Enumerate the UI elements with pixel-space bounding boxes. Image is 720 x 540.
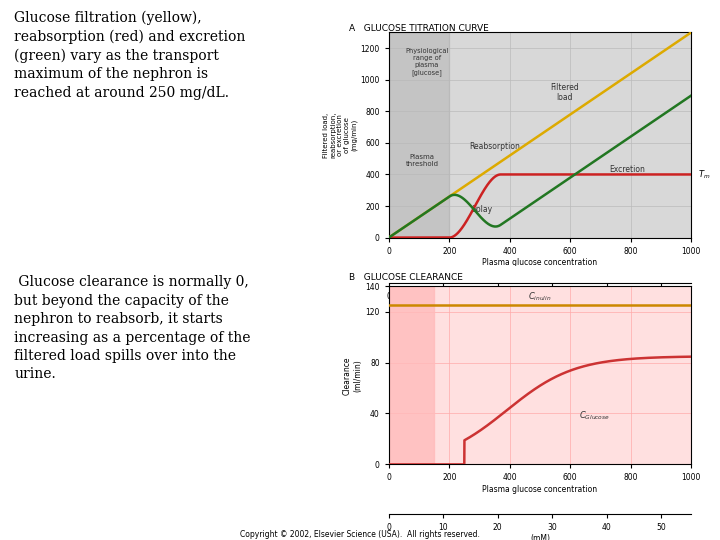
Text: $C_{Glucose}$: $C_{Glucose}$ [579,410,610,422]
Text: Splay: Splay [472,206,493,214]
Text: Reabsorption: Reabsorption [469,141,520,151]
Text: Filtered
load: Filtered load [550,83,579,102]
Text: A   GLUCOSE TITRATION CURVE: A GLUCOSE TITRATION CURVE [349,24,489,33]
Bar [389,286,434,464]
Text: Plasma
threshold: Plasma threshold [405,154,438,167]
Text: Glucose clearance is normally 0,
but beyond the capacity of the
nephron to reabs: Glucose clearance is normally 0, but bey… [14,275,251,381]
Bar [389,32,449,238]
Text: Glucose filtration (yellow),
reabsorption (red) and excretion
(green) vary as th: Glucose filtration (yellow), reabsorptio… [14,11,246,100]
Y-axis label: Filtered load,
reabsorption,
or excretion
of glucose
(mg/min): Filtered load, reabsorption, or excretio… [323,112,358,158]
Text: Excretion: Excretion [610,165,645,174]
Text: Copyright © 2002, Elsevier Science (USA).  All rights reserved.: Copyright © 2002, Elsevier Science (USA)… [240,530,480,539]
Text: B   GLUCOSE CLEARANCE: B GLUCOSE CLEARANCE [349,273,463,282]
Text: Physiological
range of
plasma
[glucose]: Physiological range of plasma [glucose] [405,48,449,76]
X-axis label: Plasma glucose concentration
(mg/dl): Plasma glucose concentration (mg/dl) [482,485,598,504]
Text: $C_{inulin}$: $C_{inulin}$ [528,290,552,303]
Text: $T_m$: $T_m$ [698,168,711,181]
X-axis label: Plasma glucose concentration
(mg/dl): Plasma glucose concentration (mg/dl) [482,259,598,278]
Y-axis label: Clearance
(ml/min): Clearance (ml/min) [343,356,362,395]
